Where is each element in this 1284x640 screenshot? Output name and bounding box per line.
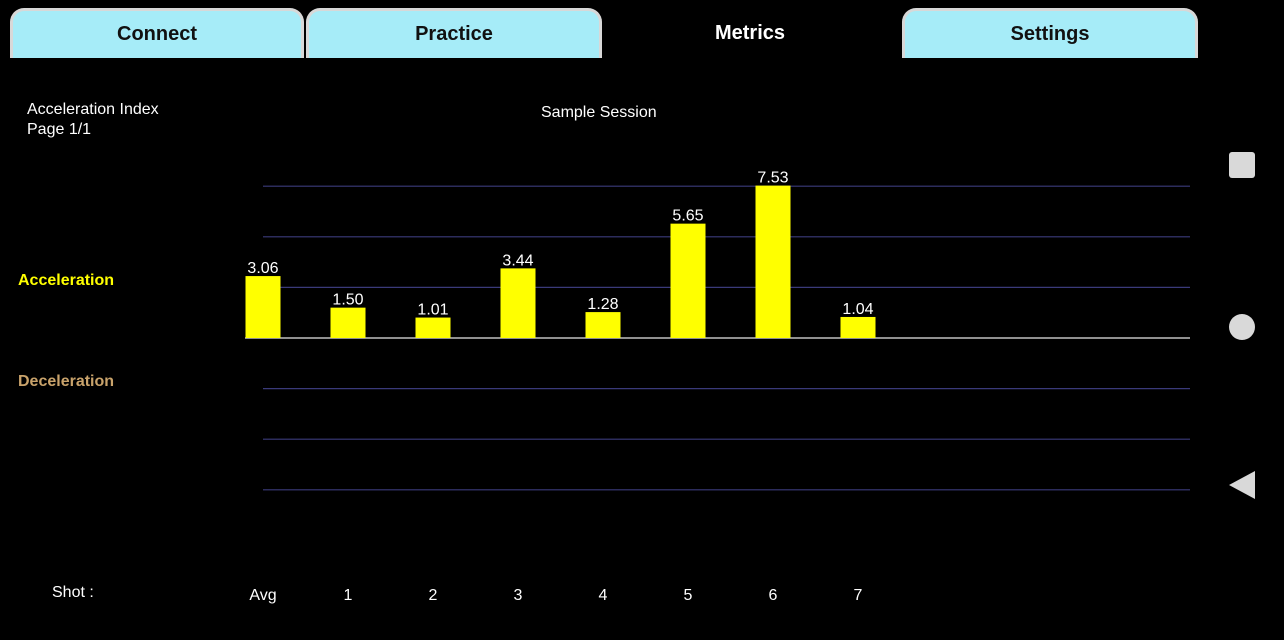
tab-settings-label: Settings <box>1010 23 1090 45</box>
tab-metrics[interactable]: Metrics <box>602 8 898 58</box>
tick-label-5: 5 <box>684 587 693 604</box>
tab-metrics-label: Metrics <box>714 21 786 44</box>
value-label-6: 7.53 <box>757 170 788 187</box>
shot-label: Shot : <box>52 584 94 601</box>
tick-label-7: 7 <box>854 587 863 604</box>
tick-label-2: 2 <box>429 587 438 604</box>
tick-label-1: 1 <box>344 587 353 604</box>
value-label-avg: 3.06 <box>247 260 278 277</box>
page-indicator: Page 1/1 <box>27 121 92 138</box>
bar-3 <box>500 268 536 338</box>
value-label-2: 1.01 <box>417 302 448 319</box>
bar-2 <box>415 317 451 338</box>
tab-practice[interactable]: Practice <box>306 8 602 58</box>
session-title: Sample Session <box>541 104 657 121</box>
tick-label-6: 6 <box>769 587 778 604</box>
tab-practice-label: Practice <box>415 23 493 45</box>
value-label-3: 3.44 <box>502 252 533 269</box>
back-button[interactable] <box>1228 470 1256 499</box>
bar-avg <box>245 276 281 338</box>
bar-6 <box>755 185 791 338</box>
tab-connect-label: Connect <box>117 23 197 45</box>
bar-1 <box>330 307 366 338</box>
value-label-7: 1.04 <box>842 301 873 318</box>
triangle-back-icon <box>1229 471 1255 499</box>
metric-name: Acceleration Index <box>27 101 159 118</box>
tick-label-avg: Avg <box>249 587 276 604</box>
deceleration-label: Deceleration <box>18 373 115 390</box>
bar-5 <box>670 223 706 338</box>
value-label-5: 5.65 <box>672 208 703 225</box>
tab-connect[interactable]: Connect <box>10 8 304 58</box>
recent-apps-button[interactable] <box>1228 151 1256 179</box>
bar-4 <box>585 312 621 338</box>
tab-bar: Connect Practice Metrics Settings <box>0 0 1284 62</box>
tick-label-4: 4 <box>599 587 608 604</box>
square-icon <box>1229 152 1255 178</box>
tick-label-3: 3 <box>514 587 523 604</box>
home-button[interactable] <box>1228 313 1256 341</box>
acceleration-label: Acceleration <box>18 272 115 289</box>
circle-icon <box>1229 314 1255 340</box>
bar-7 <box>840 316 876 338</box>
value-label-1: 1.50 <box>332 292 363 309</box>
value-label-4: 1.28 <box>587 296 618 313</box>
metric-header: Acceleration Index Page 1/1 <box>27 100 159 140</box>
tab-settings[interactable]: Settings <box>902 8 1198 58</box>
